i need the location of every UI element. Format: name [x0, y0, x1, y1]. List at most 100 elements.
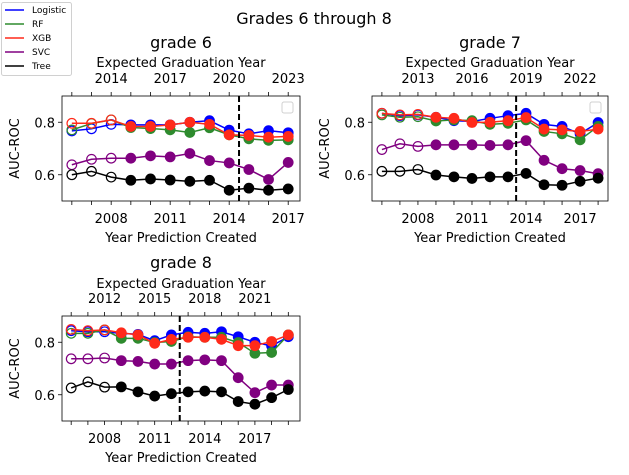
data-point — [556, 124, 568, 136]
data-point — [266, 347, 278, 358]
data-point — [132, 329, 144, 341]
y-tick-label: 0.8 — [344, 116, 365, 131]
data-point — [263, 174, 274, 185]
data-point — [65, 323, 77, 335]
data-point — [243, 182, 255, 194]
data-point — [282, 131, 294, 142]
data-point — [184, 175, 196, 187]
data-point — [430, 139, 442, 151]
data-point — [182, 355, 194, 367]
data-point — [520, 135, 532, 147]
data-point — [412, 140, 424, 152]
data-point — [204, 155, 215, 166]
data-point — [412, 108, 424, 120]
x-tick-label: 2011 — [138, 432, 171, 447]
data-point — [82, 376, 94, 388]
y-axis-label: AUC-ROC — [318, 118, 333, 179]
data-point — [520, 112, 532, 123]
panel-grade-6: grade 6 Expected Graduation Year Year Pred… — [8, 33, 305, 246]
data-point — [538, 179, 550, 191]
data-point — [164, 119, 176, 131]
data-point — [66, 117, 78, 129]
data-point — [105, 114, 117, 126]
x-axis-label: Year Prediction Created — [104, 231, 257, 246]
data-point — [263, 131, 274, 143]
data-point — [466, 173, 478, 184]
axes-frame — [371, 95, 609, 202]
data-point — [65, 353, 77, 365]
data-point — [263, 184, 274, 196]
top-x-tick-label: 2012 — [88, 292, 121, 307]
x-tick-label: 2008 — [95, 212, 128, 227]
data-point — [448, 171, 460, 183]
data-point — [184, 148, 196, 159]
data-point — [99, 324, 110, 336]
data-point — [204, 118, 215, 130]
data-point — [223, 157, 235, 169]
data-point — [484, 116, 496, 128]
top-x-tick-label: 2019 — [509, 72, 542, 87]
top-axis-label: Expected Graduation Year — [405, 56, 575, 71]
legend-label-logistic: Logistic — [32, 6, 66, 16]
data-point — [99, 381, 110, 393]
data-point — [182, 386, 194, 398]
data-point — [216, 355, 227, 367]
data-point — [65, 382, 77, 394]
data-point — [184, 127, 196, 138]
data-point — [394, 138, 406, 150]
data-point — [232, 396, 244, 407]
data-point — [448, 112, 460, 124]
data-point — [394, 165, 406, 177]
x-tick-label: 2017 — [272, 212, 305, 227]
data-point — [223, 184, 235, 196]
data-point — [86, 153, 97, 165]
x-tick-label: 2008 — [401, 212, 434, 227]
data-point — [394, 109, 406, 121]
top-x-tick-label: 2020 — [213, 72, 246, 87]
legend-label-svc: SVC — [32, 48, 50, 58]
legend-label-rf: RF — [32, 20, 43, 30]
top-x-tick-label: 2018 — [188, 292, 221, 307]
data-point — [249, 387, 261, 399]
data-point — [145, 121, 156, 132]
data-point — [165, 333, 177, 345]
data-point — [592, 172, 604, 184]
top-x-tick-label: 2016 — [455, 72, 488, 87]
series-xgb — [65, 323, 294, 352]
data-point — [66, 159, 78, 171]
series-xgb — [376, 107, 604, 137]
data-point — [164, 151, 176, 163]
panel-grade-7: grade 7 Expected Graduation Year Year Pred… — [318, 33, 609, 246]
data-point — [82, 327, 94, 339]
data-point — [182, 331, 194, 343]
top-axis-label: Expected Graduation Year — [96, 56, 266, 71]
data-point — [502, 139, 514, 151]
data-point — [466, 117, 478, 128]
y-tick-label: 0.6 — [34, 169, 55, 184]
data-point — [199, 354, 211, 366]
data-point — [249, 398, 261, 410]
figure-title: Grades 6 through 8 — [236, 9, 392, 28]
axes-frame — [61, 95, 301, 202]
series-logistic — [66, 115, 294, 140]
data-point — [243, 164, 255, 175]
x-tick-label: 2017 — [238, 432, 271, 447]
data-point — [484, 171, 496, 183]
y-tick-label: 0.8 — [34, 116, 55, 131]
data-point — [86, 117, 97, 129]
top-x-tick-label: 2013 — [401, 72, 434, 87]
data-point — [538, 123, 550, 135]
axes-frame — [61, 315, 301, 422]
x-tick-label: 2014 — [509, 212, 542, 227]
data-point — [243, 129, 255, 141]
panel-grade-8: grade 8 Expected Graduation Year Year Pred… — [8, 253, 301, 466]
data-point — [574, 165, 586, 176]
data-point — [282, 157, 294, 168]
data-point — [556, 163, 568, 175]
top-x-tick-label: 2023 — [272, 72, 305, 87]
data-point — [149, 390, 161, 402]
empty-legend-box — [281, 101, 294, 114]
data-point — [132, 386, 144, 398]
x-tick-label: 2014 — [213, 212, 246, 227]
